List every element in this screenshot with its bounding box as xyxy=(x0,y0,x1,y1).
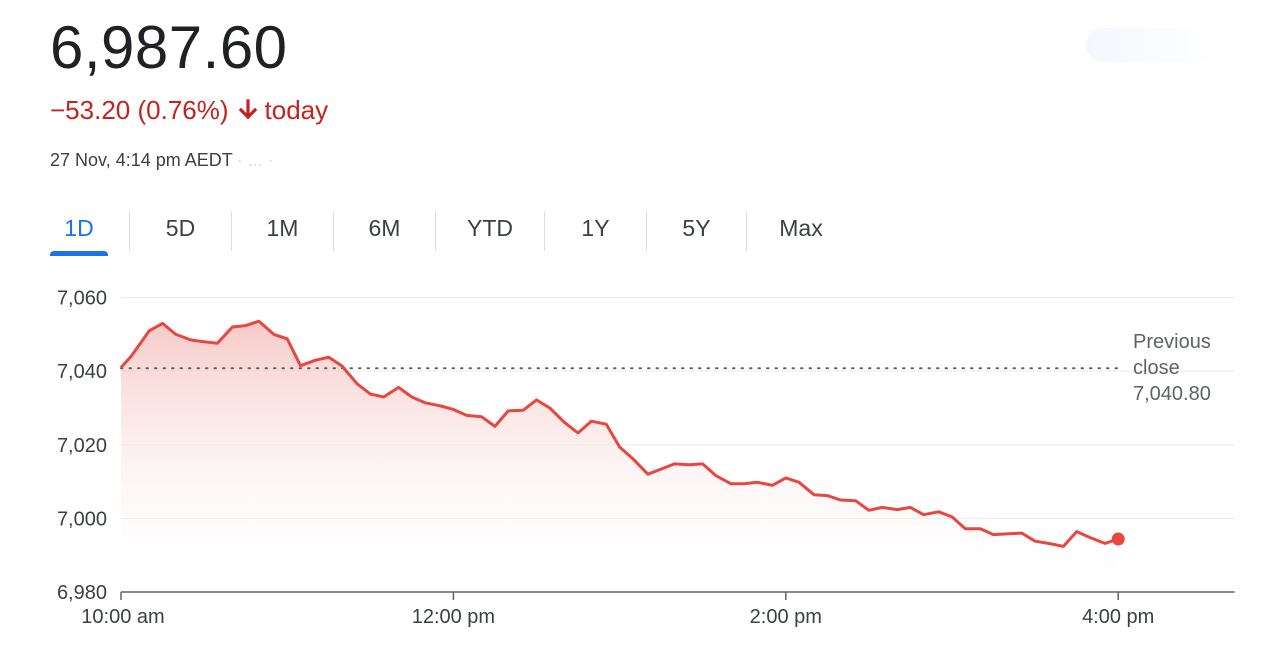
tab-1y[interactable]: 1Y xyxy=(545,206,646,250)
x-tick-label: 10:00 am xyxy=(81,606,164,628)
tab-label: 6M xyxy=(368,214,401,241)
price-area-fill xyxy=(121,321,1119,592)
timestamp-text: 27 Nov, 4:14 pm AEDT xyxy=(50,150,233,170)
tab-label: 1Y xyxy=(581,214,610,241)
tab-ytd[interactable]: YTD xyxy=(436,206,544,250)
change-value: −53.20 (0.76%) xyxy=(50,95,229,125)
tab-divider xyxy=(435,211,436,251)
previous-close-text: close xyxy=(1133,357,1180,379)
tab-label: Max xyxy=(779,214,823,241)
tab-5d[interactable]: 5D xyxy=(130,206,231,250)
change-period: today xyxy=(264,95,329,125)
tab-label: 5D xyxy=(165,214,196,241)
tab-divider xyxy=(129,211,130,251)
tab-label: 5Y xyxy=(682,214,711,241)
active-tab-indicator xyxy=(50,251,108,256)
range-tabs: 1D 5D 1M 6M YTD 1Y 5Y Max xyxy=(50,206,855,256)
timestamp-faded: · ... · xyxy=(236,150,274,170)
tab-divider xyxy=(544,211,545,251)
tab-label: YTD xyxy=(467,214,513,241)
previous-close-text: 7,040.80 xyxy=(1133,383,1211,405)
quote-timestamp: 27 Nov, 4:14 pm AEDT · ... · xyxy=(50,148,274,172)
y-tick-label: 7,040 xyxy=(57,361,107,383)
tab-divider xyxy=(746,211,747,251)
y-tick-label: 6,980 xyxy=(57,582,107,604)
previous-close-label: Previous close 7,040.80 xyxy=(1133,331,1211,405)
price-chart[interactable]: 7,060 7,040 7,020 7,000 6,980 10:00 am 12:00 … xyxy=(0,270,1266,652)
x-tick-label: 12:00 pm xyxy=(412,606,495,628)
tab-divider xyxy=(333,211,334,251)
x-tick-label: 2:00 pm xyxy=(750,606,822,628)
y-tick-label: 7,060 xyxy=(57,288,107,310)
ghost-button[interactable] xyxy=(1086,28,1216,62)
price-change: −53.20 (0.76%) today xyxy=(50,94,328,126)
y-tick-label: 7,000 xyxy=(57,508,107,530)
price-points xyxy=(120,321,1119,547)
x-axis: 10:00 am 12:00 pm 2:00 pm 4:00 pm xyxy=(81,591,1235,628)
tab-6m[interactable]: 6M xyxy=(334,206,435,250)
current-price-marker xyxy=(1111,532,1125,546)
y-tick-label: 7,020 xyxy=(57,435,107,457)
tab-1d[interactable]: 1D xyxy=(50,206,108,256)
current-price: 6,987.60 xyxy=(50,14,288,81)
tab-label: 1D xyxy=(64,214,94,241)
tab-max[interactable]: Max xyxy=(747,206,855,250)
tab-1m[interactable]: 1M xyxy=(232,206,333,250)
previous-close-text: Previous xyxy=(1133,331,1211,353)
arrow-down-icon xyxy=(237,97,259,123)
tab-5y[interactable]: 5Y xyxy=(647,206,746,250)
x-tick-label: 4:00 pm xyxy=(1082,606,1154,628)
tab-label: 1M xyxy=(266,214,299,241)
tab-divider xyxy=(231,211,232,251)
tab-divider xyxy=(646,211,647,251)
y-axis: 7,060 7,040 7,020 7,000 6,980 xyxy=(57,288,107,604)
